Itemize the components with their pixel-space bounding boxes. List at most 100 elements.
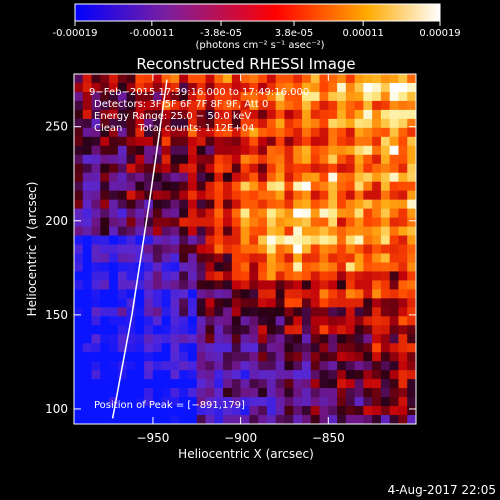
heatmap-cell <box>74 406 84 416</box>
heatmap-cell <box>389 235 399 245</box>
heatmap-cell <box>126 379 136 389</box>
heatmap-cell <box>152 181 163 192</box>
heatmap-cell <box>214 388 224 398</box>
heatmap-cell <box>302 235 312 245</box>
heatmap-cell <box>354 334 364 344</box>
heatmap-cell <box>82 100 92 111</box>
heatmap-cell <box>345 262 356 272</box>
heatmap-cell <box>363 82 373 93</box>
heatmap-cell <box>91 145 101 156</box>
heatmap-cell <box>214 109 224 120</box>
heatmap-cell <box>302 262 312 272</box>
heatmap-cell <box>337 289 347 299</box>
heatmap-cell <box>196 370 206 380</box>
heatmap-cell <box>389 145 399 156</box>
heatmap-cell <box>363 109 373 120</box>
heatmap-cell <box>275 262 285 272</box>
heatmap-cell <box>179 190 189 201</box>
heatmap-cell <box>258 74 268 84</box>
heatmap-cell <box>345 136 356 147</box>
heatmap-cell <box>100 289 110 299</box>
heatmap-cell <box>240 163 250 174</box>
heatmap-cell <box>109 136 119 147</box>
heatmap-cell <box>258 91 268 102</box>
heatmap-cell <box>240 235 250 245</box>
heatmap-cell <box>266 199 277 210</box>
heatmap-cell <box>240 262 250 272</box>
heatmap-cell <box>170 163 180 174</box>
heatmap-cell <box>407 289 416 299</box>
heatmap-cell <box>363 334 373 344</box>
heatmap-cell <box>205 316 215 326</box>
heatmap-cell <box>372 190 382 201</box>
heatmap-cell <box>188 163 198 174</box>
heatmap-cell <box>161 262 171 272</box>
heatmap-cell <box>398 190 408 201</box>
heatmap-cell <box>337 172 347 183</box>
heatmap-cell <box>100 109 110 120</box>
heatmap-cell <box>240 118 250 129</box>
heatmap-cell <box>266 334 277 344</box>
heatmap-cell <box>407 397 416 407</box>
heatmap-cell <box>91 316 101 326</box>
heatmap-cell <box>82 208 92 218</box>
heatmap-cell <box>100 325 110 335</box>
heatmap-cell <box>82 388 92 398</box>
heatmap-cell <box>407 82 416 93</box>
heatmap-cell <box>249 370 259 380</box>
heatmap-cell <box>310 271 320 281</box>
heatmap-cell <box>109 190 119 201</box>
heatmap-cell <box>310 289 320 299</box>
heatmap-cell <box>372 379 382 389</box>
heatmap-cell <box>205 190 215 201</box>
heatmap-cell <box>293 100 303 111</box>
heatmap-cell <box>109 379 119 389</box>
heatmap-cell <box>109 163 119 174</box>
heatmap-cell <box>126 415 136 424</box>
heatmap-cell <box>293 352 303 362</box>
heatmap-cell <box>258 163 268 174</box>
heatmap-cell <box>100 82 110 93</box>
heatmap-cell <box>258 100 268 111</box>
heatmap-cell <box>231 181 242 192</box>
heatmap-cell <box>74 226 84 236</box>
heatmap-cell <box>284 181 294 192</box>
x-tick-label: −900 <box>224 431 257 445</box>
heatmap-cell <box>258 199 268 210</box>
heatmap-cell <box>100 334 110 344</box>
heatmap-cell <box>109 262 119 272</box>
heatmap-cell <box>407 190 416 201</box>
heatmap-cell <box>345 388 356 398</box>
heatmap-cell <box>266 379 277 389</box>
heatmap-cell <box>117 262 128 272</box>
heatmap-cell <box>109 271 119 281</box>
heatmap-cell <box>275 298 285 308</box>
heatmap-cell <box>337 271 347 281</box>
heatmap-cell <box>275 127 285 138</box>
heatmap-cell <box>126 262 136 272</box>
heatmap-cell <box>310 244 320 254</box>
heatmap-cell <box>398 91 408 102</box>
heatmap-cell <box>380 262 391 272</box>
heatmap-cell <box>109 370 119 380</box>
heatmap-cell <box>345 217 356 227</box>
heatmap-cell <box>161 415 171 424</box>
heatmap-cell <box>74 262 84 272</box>
heatmap-cell <box>328 298 338 308</box>
heatmap-cell <box>249 289 259 299</box>
heatmap-cell <box>337 352 347 362</box>
heatmap-cell <box>170 136 180 147</box>
heatmap-cell <box>310 316 320 326</box>
annotation-peak: Position of Peak = [−891,179] <box>94 400 245 411</box>
heatmap-cell <box>284 82 294 93</box>
heatmap-cell <box>284 316 294 326</box>
heatmap-cell <box>82 307 92 317</box>
heatmap-cell <box>380 280 391 290</box>
heatmap-cell <box>179 235 189 245</box>
heatmap-cell <box>231 334 242 344</box>
heatmap-cell <box>249 343 259 353</box>
colorbar-tick-label: -0.00011 <box>129 28 174 39</box>
heatmap-cell <box>126 370 136 380</box>
heatmap-cell <box>328 154 338 165</box>
heatmap-cell <box>240 361 250 371</box>
